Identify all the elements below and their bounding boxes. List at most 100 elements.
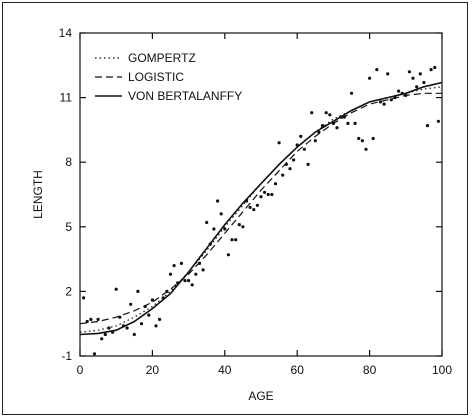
data-point	[92, 352, 97, 356]
data-point	[248, 205, 252, 209]
data-point	[371, 136, 375, 141]
x-tick-label: 80	[363, 363, 377, 377]
data-point	[111, 330, 115, 334]
y-tick-label: 11	[60, 91, 73, 105]
data-point	[353, 121, 357, 125]
data-point	[96, 317, 100, 321]
data-point	[121, 324, 125, 328]
data-point	[331, 121, 335, 125]
data-point	[415, 85, 419, 89]
x-axis-label: AGE	[248, 389, 273, 403]
y-tick-label: 2	[65, 284, 72, 298]
data-point	[237, 223, 241, 227]
data-point	[201, 268, 205, 272]
data-point	[190, 283, 194, 287]
data-point	[292, 158, 296, 162]
data-point	[82, 296, 86, 300]
data-point	[187, 279, 191, 283]
data-point	[132, 332, 136, 337]
data-point	[107, 326, 111, 330]
x-tick-label: 100	[432, 363, 452, 377]
data-point	[273, 182, 278, 186]
x-tick-label: 0	[77, 363, 84, 377]
data-point	[241, 225, 245, 229]
data-point	[165, 289, 169, 293]
data-point	[129, 302, 133, 306]
data-point	[277, 141, 281, 145]
data-point	[357, 136, 361, 141]
data-point	[429, 68, 433, 72]
data-points	[82, 65, 440, 356]
data-point	[85, 319, 89, 324]
data-point	[118, 315, 122, 319]
data-point	[89, 317, 93, 321]
series-line-von-bertalanffy	[79, 81, 443, 336]
data-point	[154, 324, 158, 328]
data-point	[284, 162, 288, 166]
data-point	[136, 289, 140, 293]
data-point	[139, 322, 144, 326]
data-point	[368, 76, 372, 80]
legend-label: VON BERTALANFFY	[128, 89, 242, 103]
data-point	[422, 80, 426, 85]
data-point	[433, 65, 437, 70]
legend-label: LOGISTIC	[128, 70, 184, 84]
data-point	[281, 173, 285, 177]
series-line-logistic	[79, 92, 442, 325]
y-axis: -1 2 5 8 11 14	[59, 26, 442, 363]
data-point	[364, 147, 368, 151]
data-point	[378, 100, 383, 104]
data-point	[299, 134, 303, 138]
data-point	[208, 242, 212, 246]
data-point	[346, 121, 350, 125]
data-point	[161, 296, 165, 300]
data-point	[317, 130, 321, 134]
y-tick-label: -1	[61, 349, 72, 363]
data-point	[339, 115, 343, 119]
data-point	[216, 199, 220, 203]
fitted-curves	[79, 81, 443, 336]
data-point	[335, 126, 339, 130]
data-point	[397, 89, 401, 93]
data-point	[320, 124, 325, 128]
data-point	[183, 279, 187, 283]
series-line-gompertz	[79, 86, 443, 333]
data-point	[342, 115, 346, 119]
data-point	[244, 199, 249, 203]
data-point	[143, 304, 147, 309]
data-point	[263, 190, 267, 194]
data-point	[158, 317, 162, 321]
data-point	[306, 162, 310, 166]
data-point	[425, 124, 430, 128]
data-point	[404, 93, 408, 97]
data-point	[197, 261, 202, 265]
data-point	[310, 111, 314, 115]
x-tick-label: 60	[291, 363, 305, 377]
data-point	[324, 111, 328, 115]
data-point	[288, 167, 292, 171]
legend: GOMPERTZ LOGISTIC VON BERTALANFFY	[95, 51, 242, 103]
data-point	[176, 281, 180, 285]
data-point	[205, 220, 209, 225]
data-point	[252, 208, 256, 212]
data-point	[295, 143, 299, 147]
data-point	[255, 203, 259, 207]
data-point	[382, 102, 386, 106]
data-point	[386, 72, 390, 76]
data-point	[172, 264, 176, 268]
data-point	[259, 195, 263, 199]
data-point	[100, 337, 104, 341]
data-point	[114, 287, 118, 291]
data-point	[436, 119, 440, 123]
data-point	[375, 68, 379, 72]
data-point	[313, 139, 317, 143]
data-point	[226, 253, 230, 257]
data-point	[212, 227, 216, 231]
data-point	[266, 192, 270, 197]
data-point	[168, 272, 173, 276]
plot-area	[79, 32, 443, 357]
data-point	[234, 238, 238, 242]
x-tick-label: 20	[146, 363, 160, 377]
data-point	[389, 98, 393, 102]
